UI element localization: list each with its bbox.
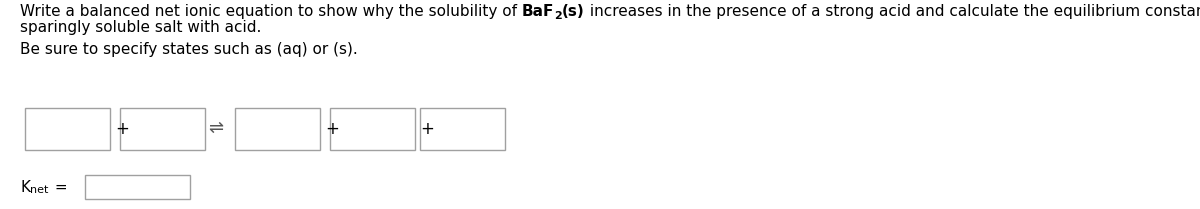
- Text: Write a balanced net ionic equation to show why the solubility of: Write a balanced net ionic equation to s…: [20, 4, 522, 19]
- Text: +: +: [420, 120, 434, 138]
- Bar: [235, 108, 320, 150]
- Text: sparingly soluble salt with acid.: sparingly soluble salt with acid.: [20, 20, 262, 35]
- Text: =: =: [50, 180, 67, 195]
- Bar: [420, 108, 505, 150]
- Text: (s): (s): [562, 4, 584, 19]
- Text: K: K: [20, 180, 30, 195]
- Text: 2: 2: [554, 11, 562, 21]
- Text: increases in the presence of a strong acid and calculate the equilibrium constan: increases in the presence of a strong ac…: [584, 4, 1200, 19]
- Text: net: net: [30, 185, 48, 195]
- Bar: [25, 108, 110, 150]
- Bar: [330, 108, 415, 150]
- Text: BaF: BaF: [522, 4, 554, 19]
- Bar: [85, 175, 190, 199]
- Text: ⇌: ⇌: [208, 119, 223, 137]
- Bar: [120, 108, 205, 150]
- Text: Be sure to specify states such as (aq) or (s).: Be sure to specify states such as (aq) o…: [20, 42, 358, 57]
- Text: +: +: [115, 120, 128, 138]
- Text: +: +: [325, 120, 338, 138]
